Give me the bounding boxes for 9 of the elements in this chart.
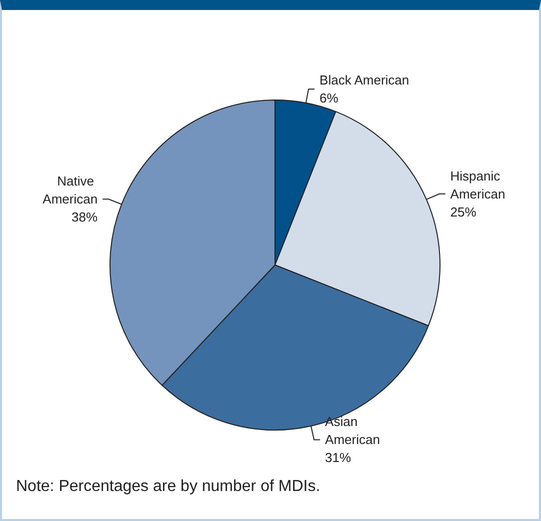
slice-label: Native American	[42, 174, 98, 207]
slice-label: Asian American	[325, 414, 380, 448]
data-label: 25%	[450, 204, 477, 220]
data-label: 6%	[320, 90, 339, 106]
slice-label: Black American	[320, 72, 410, 88]
slice-label: Hispanic American	[450, 168, 506, 202]
data-label: 31%	[325, 450, 352, 466]
text: Note: Percentages are by number of MDIs.	[16, 478, 320, 496]
data-label: 38%	[72, 210, 98, 225]
